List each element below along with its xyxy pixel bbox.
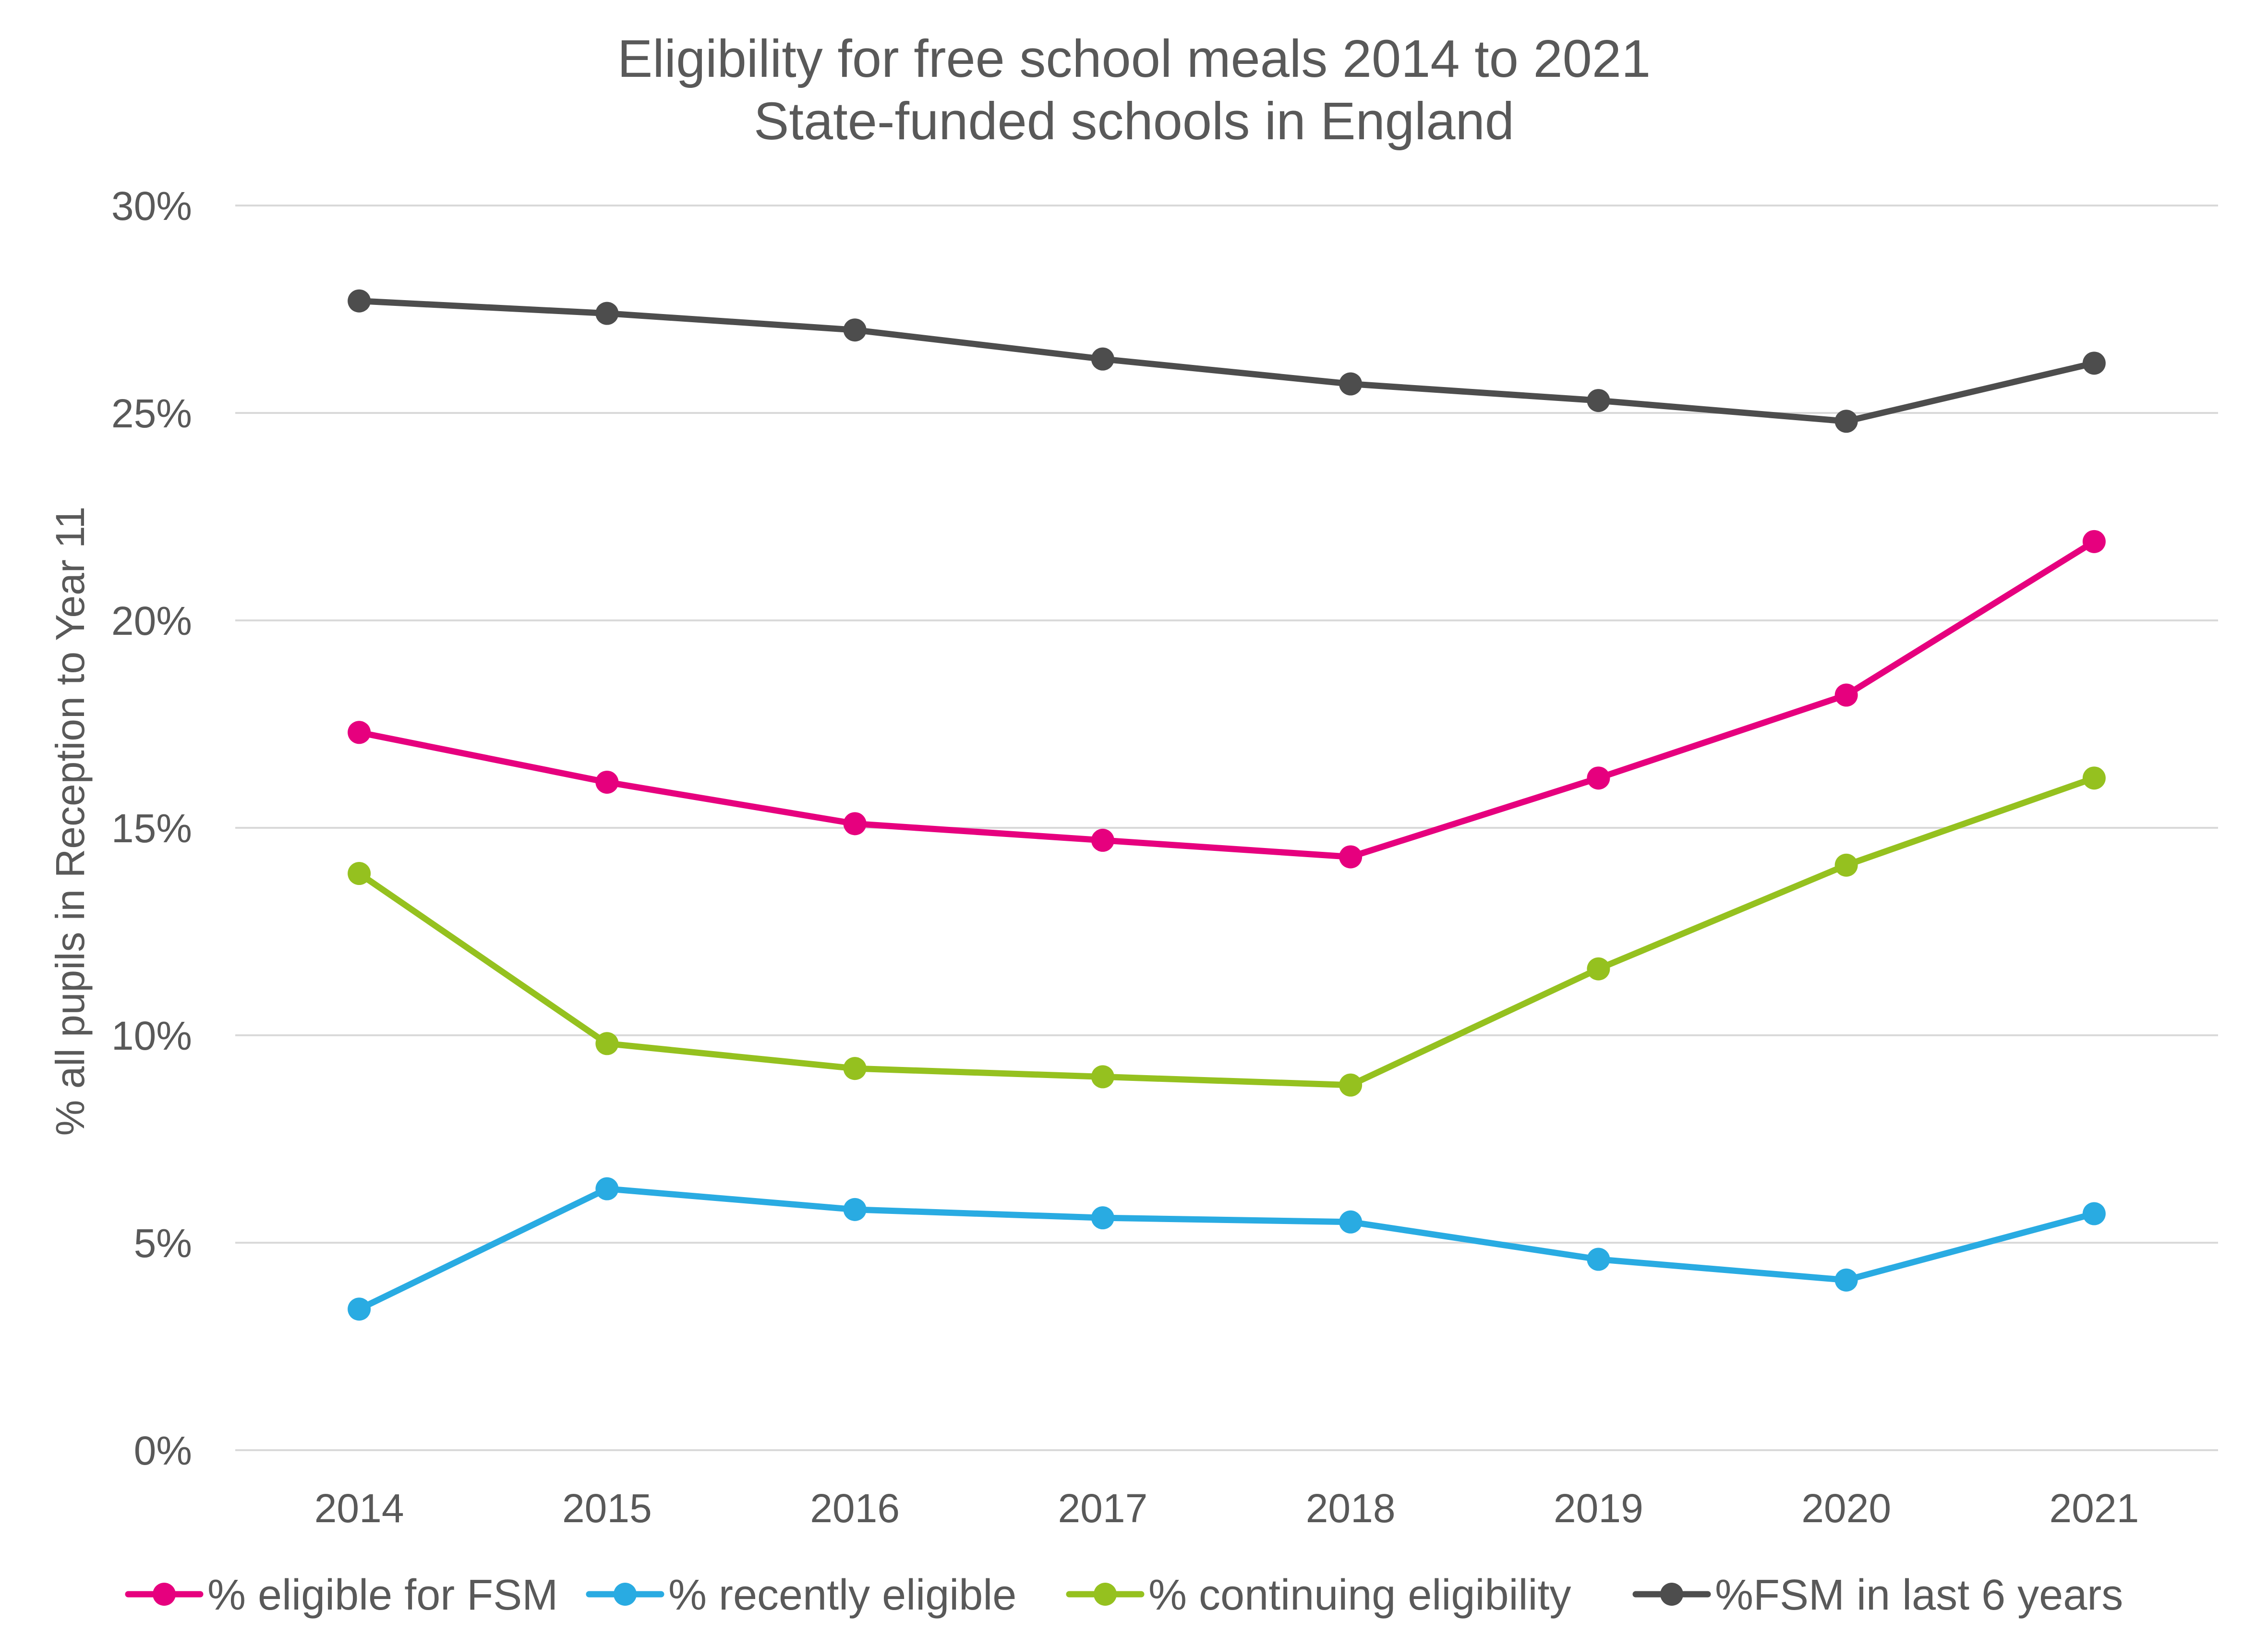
legend-label: %FSM in last 6 years (1715, 1571, 2123, 1619)
legend-item: % recently eligible (586, 1571, 1016, 1619)
y-tick-label: 15% (111, 806, 192, 851)
x-tick-label: 2020 (1801, 1486, 1891, 1531)
x-tick-label: 2018 (1306, 1486, 1396, 1531)
data-point (595, 1177, 619, 1200)
series-1 (348, 530, 2106, 869)
legend-swatch-marker (1094, 1583, 1117, 1606)
data-point (843, 318, 867, 342)
data-point (1587, 957, 1610, 981)
data-point (348, 862, 371, 885)
data-point (1587, 766, 1610, 790)
series-3 (348, 766, 2106, 1097)
data-point (595, 770, 619, 794)
legend-item: % continuing eligibility (1066, 1571, 1571, 1619)
y-tick-label: 20% (111, 598, 192, 643)
data-point (595, 302, 619, 325)
series-line (356, 775, 2098, 1089)
gridlines (235, 205, 2218, 1451)
data-point (843, 1198, 867, 1221)
x-axis-ticks: 2014 2015 2016 2017 2018 2019 2020 2021 (314, 1486, 2139, 1531)
series-group (348, 289, 2106, 1321)
legend-label: % continuing eligibility (1148, 1571, 1571, 1619)
x-tick-label: 2017 (1058, 1486, 1147, 1531)
legend-label: % eligible for FSM (207, 1571, 558, 1619)
series-4 (348, 289, 2106, 433)
x-tick-label: 2016 (810, 1486, 900, 1531)
data-point (1339, 845, 1363, 869)
data-point (1834, 410, 1858, 433)
data-point (595, 1032, 619, 1055)
data-point (1091, 347, 1114, 371)
x-tick-label: 2015 (562, 1486, 652, 1531)
data-point (1091, 1065, 1114, 1089)
data-point (1339, 372, 1363, 396)
series-line (356, 298, 2098, 424)
x-tick-label: 2021 (2049, 1486, 2139, 1531)
data-point (2082, 351, 2106, 375)
y-axis-ticks: 0% 5% 10% 15% 20% 25% 30% (111, 183, 192, 1473)
data-point (1834, 1268, 1858, 1292)
data-point (1834, 683, 1858, 707)
data-point (348, 1297, 371, 1321)
data-point (843, 1057, 867, 1080)
data-point (348, 289, 371, 313)
legend: % eligible for FSM % recently eligible % c… (125, 1571, 2123, 1619)
series-2 (348, 1177, 2106, 1321)
data-point (1587, 389, 1610, 412)
legend-item: % eligible for FSM (125, 1571, 558, 1619)
series-line (356, 538, 2098, 860)
chart-title: Eligibility for free school meals 2014 t… (617, 29, 1651, 88)
y-tick-label: 10% (111, 1013, 192, 1058)
legend-item: %FSM in last 6 years (1632, 1571, 2123, 1619)
legend-swatch-marker (614, 1583, 637, 1606)
data-point (1339, 1073, 1363, 1097)
y-axis-label: % all pupils in Reception to Year 11 (48, 507, 93, 1136)
legend-swatch-marker (1660, 1583, 1683, 1606)
data-point (1091, 1206, 1114, 1230)
data-point (1587, 1248, 1610, 1271)
y-tick-label: 0% (134, 1428, 192, 1473)
data-point (2082, 530, 2106, 553)
data-point (1339, 1210, 1363, 1234)
data-point (843, 812, 867, 836)
y-tick-label: 30% (111, 183, 192, 229)
series-line (356, 1186, 2098, 1312)
data-point (2082, 1202, 2106, 1225)
legend-swatch-marker (153, 1583, 176, 1606)
data-point (2082, 766, 2106, 790)
x-tick-label: 2014 (314, 1486, 404, 1531)
data-point (348, 721, 371, 744)
legend-label: % recently eligible (668, 1571, 1016, 1619)
x-tick-label: 2019 (1554, 1486, 1643, 1531)
y-tick-label: 25% (111, 391, 192, 436)
y-tick-label: 5% (134, 1221, 192, 1266)
chart-subtitle: State-funded schools in England (754, 92, 1514, 151)
data-point (1091, 828, 1114, 852)
data-point (1834, 853, 1858, 877)
